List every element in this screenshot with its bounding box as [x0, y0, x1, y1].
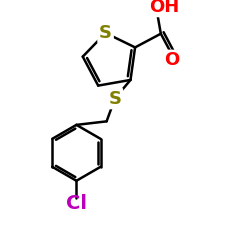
- Text: O: O: [164, 50, 180, 68]
- Text: S: S: [99, 24, 112, 42]
- Text: Cl: Cl: [66, 194, 87, 212]
- Text: OH: OH: [149, 0, 179, 16]
- Text: S: S: [108, 90, 122, 108]
